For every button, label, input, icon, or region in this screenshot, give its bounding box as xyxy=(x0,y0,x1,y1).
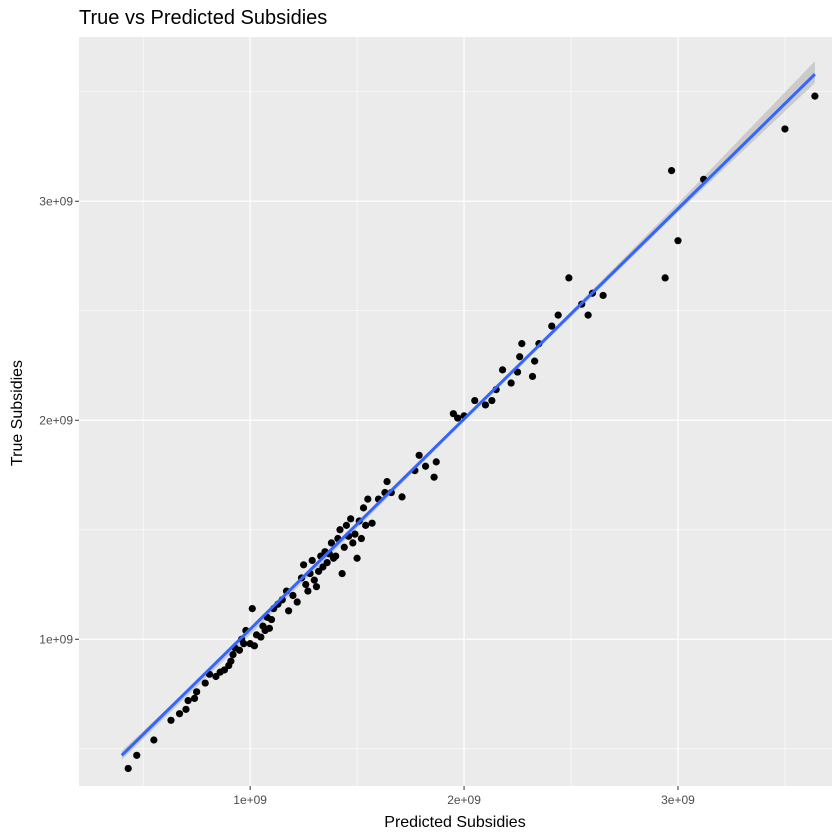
data-point xyxy=(565,274,573,282)
data-point xyxy=(250,642,259,650)
data-point xyxy=(368,519,376,527)
data-point xyxy=(310,576,318,584)
data-point xyxy=(167,716,175,724)
grid-lines xyxy=(79,37,832,786)
data-point xyxy=(516,353,524,361)
data-point xyxy=(302,580,310,589)
data-point xyxy=(340,543,348,551)
data-point xyxy=(781,125,789,133)
data-point xyxy=(353,554,361,562)
data-point xyxy=(267,615,276,624)
data-point xyxy=(362,521,370,529)
confidence-band xyxy=(121,61,815,760)
data-point xyxy=(332,552,340,560)
data-point xyxy=(357,534,365,543)
chart-title: True vs Predicted Subsidies xyxy=(79,7,327,29)
data-point xyxy=(488,396,496,405)
data-point xyxy=(304,587,312,595)
x-tick-label: 2e+09 xyxy=(447,793,481,807)
data-point xyxy=(323,559,331,567)
data-point xyxy=(175,710,184,718)
data-point xyxy=(811,92,819,100)
data-point xyxy=(383,477,391,486)
data-point xyxy=(430,473,438,481)
data-point xyxy=(347,515,355,523)
data-point xyxy=(584,311,592,319)
data-point xyxy=(312,583,321,591)
data-point xyxy=(674,237,682,245)
data-point xyxy=(415,451,423,459)
data-point xyxy=(507,379,515,387)
data-point xyxy=(661,274,669,282)
data-point xyxy=(432,458,440,466)
data-point xyxy=(599,291,607,300)
data-point xyxy=(240,640,248,648)
x-tick-label: 3e+09 xyxy=(661,793,695,807)
x-tick-label: 1e+09 xyxy=(233,793,267,807)
data-point xyxy=(124,764,132,773)
data-point xyxy=(421,462,430,470)
data-point xyxy=(667,166,676,175)
data-point xyxy=(235,646,244,654)
x-axis-title: Predicted Subsidies xyxy=(384,814,525,831)
data-point xyxy=(531,357,539,365)
data-point xyxy=(518,340,526,348)
data-point xyxy=(338,569,346,578)
y-axis-title: True Subsidies xyxy=(9,360,26,466)
fit-line-layer xyxy=(120,73,816,757)
data-point xyxy=(229,650,237,659)
data-point xyxy=(498,366,507,374)
data-point xyxy=(349,539,357,547)
data-point xyxy=(285,607,293,615)
data-point xyxy=(554,311,562,319)
data-point xyxy=(308,556,316,565)
data-point xyxy=(133,751,141,759)
data-point xyxy=(327,539,336,547)
data-point xyxy=(364,495,372,503)
data-point xyxy=(150,736,158,744)
data-point xyxy=(528,372,537,381)
fit-line xyxy=(120,73,816,757)
confidence-band-layer xyxy=(121,61,815,760)
data-point xyxy=(293,598,301,606)
data-point xyxy=(190,694,199,702)
data-point xyxy=(184,696,192,705)
data-point xyxy=(548,322,556,330)
data-point xyxy=(454,414,462,422)
data-point xyxy=(336,526,344,534)
y-tick-label: 1e+09 xyxy=(39,632,73,646)
data-point xyxy=(398,493,406,501)
data-point xyxy=(300,561,308,569)
data-point xyxy=(257,633,265,641)
data-point xyxy=(227,657,235,665)
data-point xyxy=(351,530,359,538)
data-point xyxy=(201,679,209,687)
data-point xyxy=(342,521,351,529)
y-tick-label: 3e+09 xyxy=(39,194,73,208)
data-point xyxy=(182,705,190,713)
data-point xyxy=(265,624,273,632)
data-point xyxy=(193,688,201,696)
data-point xyxy=(481,401,490,409)
data-point xyxy=(289,591,297,600)
data-point xyxy=(471,396,479,405)
data-point xyxy=(248,605,256,613)
axes: 1e+09 2e+09 3e+09 1e+09 2e+09 3e+09 xyxy=(39,194,695,807)
y-tick-label: 2e+09 xyxy=(39,413,73,427)
data-point xyxy=(359,504,368,512)
